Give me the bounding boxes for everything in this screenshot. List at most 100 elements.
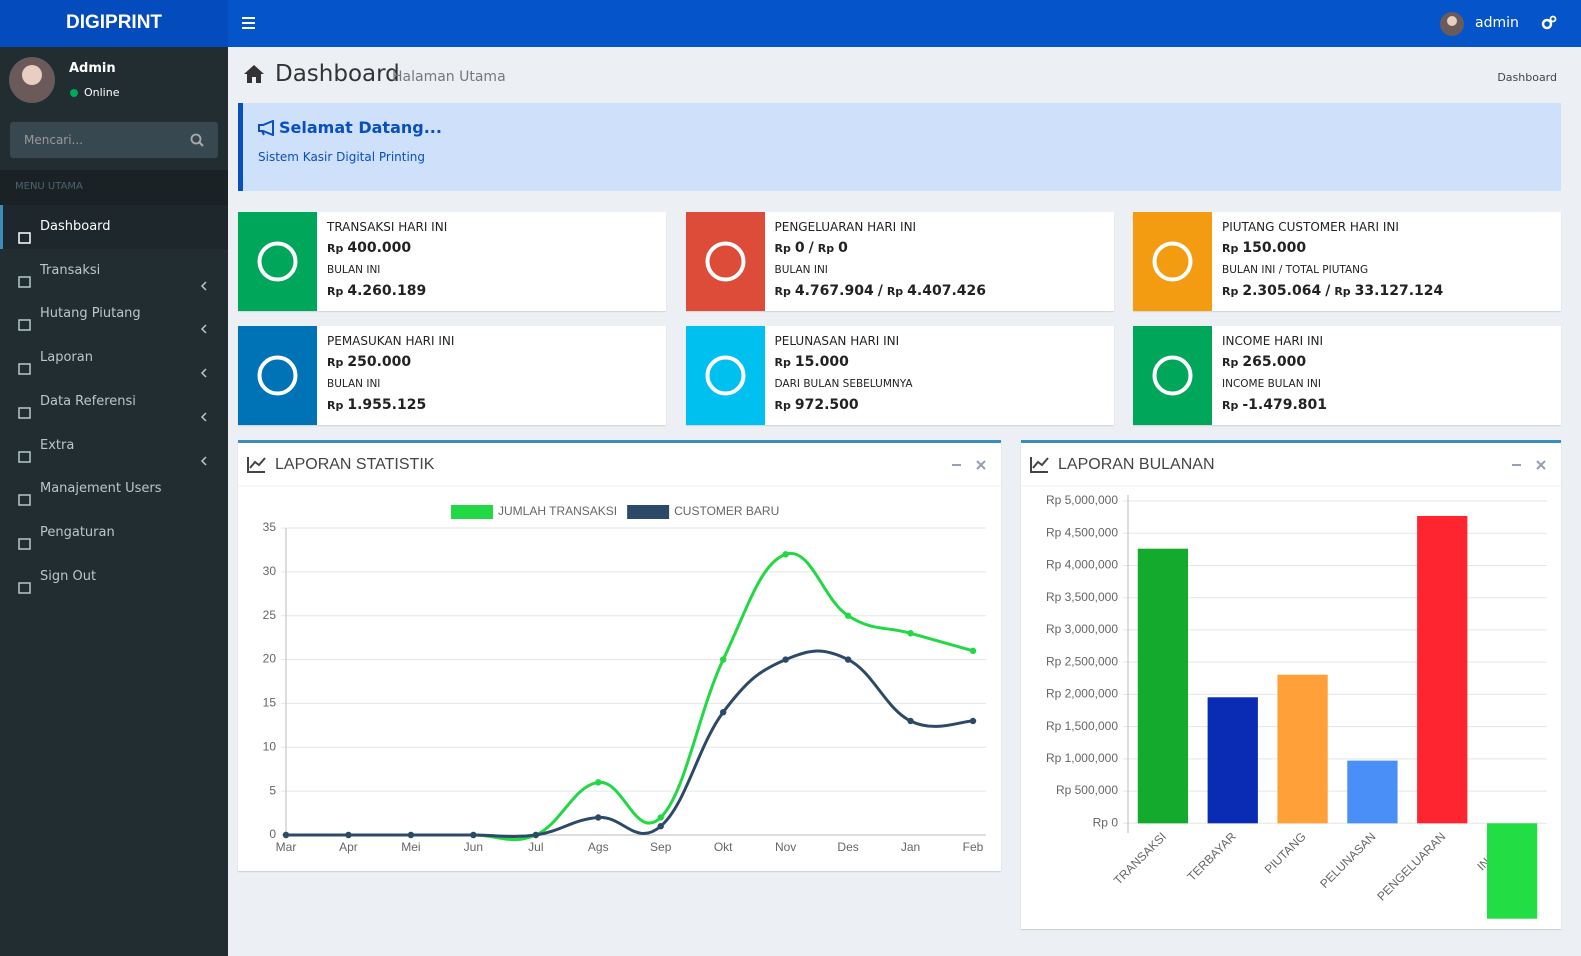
menu-icon-wrap: [18, 570, 32, 594]
info-amount: Rp 0/Rp 0: [775, 240, 848, 256]
y-tick-label: 35: [263, 520, 277, 534]
top-bar: admin: [228, 0, 1581, 47]
breadcrumb[interactable]: Dashboard: [1497, 71, 1557, 84]
amount: 4.260.189: [347, 283, 427, 299]
legend-label: JUMLAH TRANSAKSI: [498, 504, 617, 518]
menu-item[interactable]: Hutang Piutang: [0, 292, 228, 336]
menu-icon: [18, 319, 31, 332]
chart-panel: LAPORAN BULANAN Rp 0 Rp 500,000 Rp 1,000,00…: [1021, 440, 1561, 929]
menu-icon-shape: [18, 232, 31, 244]
x-tick-label: Jan: [901, 840, 920, 854]
menu-icon: [18, 538, 31, 550]
menu-icon-wrap: [18, 220, 32, 244]
chevron: [200, 455, 207, 466]
y-tick-label: 15: [263, 696, 277, 710]
callout-text: Sistem Kasir Digital Printing: [258, 150, 426, 164]
x-tick-label: Sep: [650, 840, 672, 854]
icon-shape: [257, 241, 298, 282]
x-tick-label: Jul: [528, 840, 543, 854]
chevron-wrap: [200, 397, 208, 422]
info-amount: Rp 250.000: [327, 354, 411, 370]
search-box[interactable]: Mencari...: [10, 122, 218, 158]
callout: Selamat Datang... Sistem Kasir Digital P…: [238, 103, 1561, 191]
menu-icon-shape: [18, 407, 31, 419]
menu-item[interactable]: Dashboard: [0, 205, 228, 249]
search-icon: [190, 133, 204, 147]
user-menu[interactable]: admin: [1475, 15, 1519, 31]
x-tick-label: TERBAYAR: [1184, 829, 1239, 884]
settings-icon[interactable]: [1541, 15, 1557, 31]
point: [595, 814, 602, 821]
menu-icon: [18, 232, 31, 244]
info-sublabel: BULAN INI: [774, 264, 828, 276]
amount: 0: [838, 240, 848, 256]
menu-label: Laporan: [40, 350, 93, 366]
menu-item[interactable]: Data Referensi: [0, 380, 228, 424]
menu-toggle[interactable]: [242, 16, 256, 30]
x-tick-label: PENGELUARAN: [1374, 830, 1448, 904]
menu-item[interactable]: Laporan: [0, 336, 228, 380]
remove-button[interactable]: [976, 460, 986, 470]
amount: 0: [794, 240, 805, 256]
series-line: [286, 551, 974, 842]
info-box-icon: [1133, 326, 1212, 425]
info-label: INCOME HARI INI: [1222, 334, 1324, 348]
y-tick-label: Rp 500,000: [1056, 783, 1118, 797]
menu-label: Transaksi: [40, 262, 101, 278]
menu-icon-wrap: [18, 526, 32, 550]
menu-icon-shape: [18, 494, 31, 506]
info-label: PENGELUARAN HARI INI: [774, 220, 917, 234]
chevron-wrap: [200, 266, 208, 291]
info-sublabel: INCOME BULAN INI: [1222, 378, 1321, 390]
info-box: PELUNASAN HARI INI Rp 15.000 DARI BULAN SEB…: [685, 326, 1114, 425]
legend-swatch: [451, 505, 493, 519]
amount: 15.000: [794, 354, 849, 370]
search-placeholder: Mencari...: [24, 133, 84, 147]
user-avatar[interactable]: [1439, 11, 1465, 37]
x-tick-label: Mei: [401, 840, 420, 854]
menu-item[interactable]: Manajement Users: [0, 467, 228, 511]
icon-shape: [257, 355, 298, 396]
menu-item[interactable]: Extra: [0, 424, 228, 468]
x-tick-label: Okt: [714, 840, 733, 854]
menu-icon: [18, 275, 31, 288]
info-box-icon: [238, 326, 317, 425]
point: [532, 831, 540, 839]
menu-icon-shape: [18, 538, 31, 550]
brand[interactable]: DIGIPRINT: [0, 0, 228, 47]
chevron: [200, 368, 207, 378]
x-tick-label: Feb: [963, 840, 984, 854]
icon-shape: [1152, 241, 1193, 282]
currency: Rp: [327, 285, 344, 298]
menu-label: Dashboard: [40, 219, 111, 234]
chart-title: LAPORAN STATISTIK: [275, 456, 435, 473]
y-tick-label: 5: [269, 783, 276, 797]
amount: 972.500: [794, 397, 859, 413]
menu-label: Hutang Piutang: [40, 306, 141, 322]
page-title: Dashboard: [275, 61, 400, 87]
amount: -1.479.801: [1242, 397, 1327, 413]
info-sublabel: BULAN INI / TOTAL PIUTANG: [1222, 264, 1369, 276]
point: [844, 656, 852, 663]
point: [595, 779, 602, 786]
menu-title: MENU UTAMA: [15, 181, 83, 192]
bar: [1277, 674, 1328, 824]
point: [907, 630, 914, 637]
y-tick-label: Rp 0: [1093, 815, 1119, 829]
menu-icon-wrap: [18, 264, 32, 288]
y-tick-label: Rp 3,500,000: [1046, 590, 1118, 604]
menu-item[interactable]: Sign Out: [0, 555, 228, 599]
amount: 2.305.064: [1242, 283, 1322, 299]
icon-shape: [705, 241, 745, 282]
menu-item[interactable]: Transaksi: [0, 249, 228, 293]
currency: Rp: [1222, 399, 1239, 412]
y-tick-label: 25: [263, 608, 277, 622]
menu-icon-wrap: [18, 439, 32, 463]
user-status: Online: [84, 86, 120, 99]
remove-button[interactable]: [1536, 460, 1546, 470]
menu-item[interactable]: Pengaturan: [0, 511, 228, 555]
icon: [257, 241, 298, 282]
menu-icon: [18, 450, 31, 463]
point: [969, 647, 977, 654]
menu-icon-wrap: [18, 482, 32, 506]
